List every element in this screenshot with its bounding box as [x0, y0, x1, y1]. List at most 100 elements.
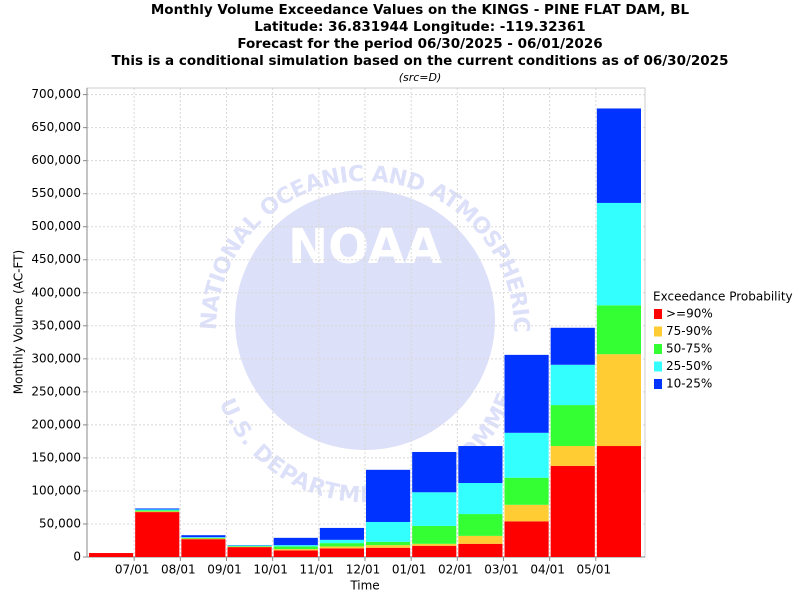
bar-segment	[366, 521, 411, 542]
bar-segment	[181, 539, 226, 557]
bar-segment	[412, 543, 457, 546]
bar-segment	[504, 521, 549, 557]
y-tick-label: 300,000	[31, 351, 81, 365]
y-tick-label: 150,000	[31, 450, 81, 464]
bar-segment	[504, 477, 549, 505]
bar-segment	[596, 305, 641, 355]
bar-segment	[458, 483, 503, 515]
bar-segment	[135, 512, 180, 557]
legend-label: 10-25%	[666, 377, 712, 391]
legend-label: >=90%	[666, 307, 713, 321]
bar-segment	[319, 539, 364, 544]
chart-title: Forecast for the period 06/30/2025 - 06/…	[237, 36, 602, 52]
bar-segment	[504, 432, 549, 478]
bar-segment	[412, 451, 457, 493]
x-tick-label: 09/01	[207, 563, 242, 577]
bar-segment	[135, 511, 180, 513]
y-tick-label: 250,000	[31, 384, 81, 398]
bar-segment	[596, 202, 641, 306]
bar-segment	[273, 549, 318, 551]
bar-segment	[273, 537, 318, 546]
x-tick-label: 08/01	[161, 563, 196, 577]
bar-segment	[319, 548, 364, 557]
y-tick-label: 350,000	[31, 318, 81, 332]
x-tick-label: 11/01	[300, 563, 335, 577]
bar-segment	[319, 543, 364, 547]
bar-segment	[273, 546, 318, 550]
bar-segment	[366, 469, 411, 522]
bar-segment	[273, 550, 318, 557]
bar-segment	[273, 545, 318, 547]
y-tick-label: 600,000	[31, 153, 81, 167]
bar-segment	[458, 543, 503, 557]
subtitle: (src=D)	[399, 71, 442, 84]
chart-title: This is a conditional simulation based o…	[112, 53, 729, 69]
x-axis-label: Time	[349, 579, 379, 593]
legend-swatch	[654, 379, 662, 389]
watermark-logo: NOAA	[288, 219, 442, 275]
x-tick-label: 03/01	[484, 563, 519, 577]
bar-segment	[366, 541, 411, 546]
chart-title: Latitude: 36.831944 Longitude: -119.3236…	[254, 19, 585, 35]
bar-segment	[412, 492, 457, 526]
x-tick-label: 01/01	[392, 563, 427, 577]
bar-segment	[227, 547, 272, 557]
bar-segment	[458, 446, 503, 484]
x-tick-label: 10/01	[253, 563, 288, 577]
bar-segment	[550, 327, 595, 365]
legend-label: 50-75%	[666, 342, 712, 356]
bar-segment	[412, 525, 457, 544]
bar-segment	[227, 546, 272, 547]
bar-segment	[319, 527, 364, 540]
bar-segment	[366, 547, 411, 557]
x-tick-label: 12/01	[346, 563, 381, 577]
x-tick-label: 05/01	[577, 563, 612, 577]
y-tick-label: 700,000	[31, 87, 81, 101]
bar-segment	[412, 545, 457, 557]
y-tick-label: 500,000	[31, 219, 81, 233]
x-tick-label: 07/01	[115, 563, 150, 577]
y-tick-label: 400,000	[31, 285, 81, 299]
y-tick-label: 550,000	[31, 186, 81, 200]
legend-label: 25-50%	[666, 359, 712, 373]
legend-swatch	[654, 309, 662, 319]
x-tick-label: 02/01	[438, 563, 473, 577]
legend-swatch	[654, 326, 662, 337]
y-tick-label: 450,000	[31, 252, 81, 266]
y-tick-label: 50,000	[39, 516, 81, 530]
y-tick-label: 100,000	[31, 483, 81, 497]
bar-segment	[596, 108, 641, 203]
bar-segment	[550, 446, 595, 466]
bar-segment	[366, 545, 411, 548]
bar-segment	[227, 545, 272, 547]
bar-segment	[135, 509, 180, 511]
bar-segment	[181, 535, 226, 538]
x-tick-label: 04/01	[530, 563, 565, 577]
bar-segment	[596, 446, 641, 557]
bar-segment	[135, 510, 180, 512]
bar-segment	[458, 514, 503, 536]
legend-swatch	[654, 344, 662, 354]
bar-segment	[596, 354, 641, 447]
bar-segment	[181, 537, 226, 538]
bar-segment	[550, 405, 595, 447]
y-tick-label: 0	[73, 550, 81, 564]
legend-swatch	[654, 361, 662, 372]
bar-segment	[550, 465, 595, 557]
bar-segment	[135, 508, 180, 510]
bar-segment	[181, 537, 226, 539]
y-axis-label: Monthly Volume (AC-FT)	[12, 250, 26, 394]
bar-segment	[550, 364, 595, 406]
bar-segment	[504, 504, 549, 522]
bar-segment	[458, 535, 503, 544]
bar-segment	[181, 538, 226, 540]
legend-title: Exceedance Probability	[653, 290, 793, 304]
bar-segment	[319, 546, 364, 549]
y-tick-label: 200,000	[31, 417, 81, 431]
chart-title: Monthly Volume Exceedance Values on the …	[151, 2, 690, 18]
legend-label: 75-90%	[666, 324, 712, 338]
y-tick-label: 650,000	[31, 120, 81, 134]
bar-segment	[89, 553, 134, 557]
bar-segment	[504, 354, 549, 433]
